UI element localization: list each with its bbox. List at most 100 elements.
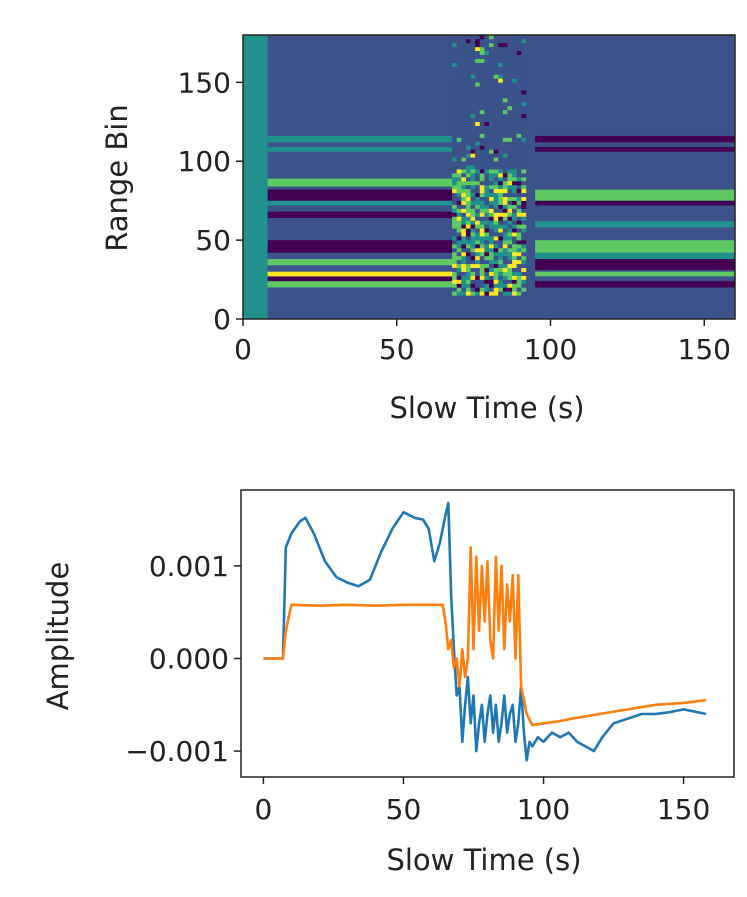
heatmap-noise-cell [507,259,513,265]
heatmap-noise-cell [461,117,467,123]
heatmap-noise-cell [489,109,494,115]
heatmap-noise-cell [475,228,481,233]
heatmap-noise-cell [475,145,481,150]
heatmap-noise-cell [516,248,522,253]
heatmap-noise-cell [507,42,513,48]
heatmap-noise-cell [512,283,517,288]
heatmap-noise-cell [479,94,485,99]
heatmap-noise-cell [521,46,527,52]
heatmap-noise-cell [470,291,476,296]
heatmap-noise-cell [507,102,513,107]
heatmap-noise-cell [465,98,471,103]
heatmap-band-8-segment-0 [267,221,459,228]
heatmap-noise-cell [465,35,471,40]
line-x-tick-label: 100 [517,793,570,826]
heatmap-noise-cell [512,58,517,63]
heatmap-noise-cell [507,192,513,198]
heatmap-noise-cell [502,50,508,56]
heatmap-noise-cell [465,125,471,130]
heatmap-noise-cell [498,165,504,170]
heatmap-noise-cell [489,157,494,162]
heatmap-noise-cell [461,113,467,119]
heatmap-noise-cell [484,287,490,292]
heatmap-noise-cell [493,157,499,162]
heatmap-noise-cell [465,263,471,269]
heatmap-noise-cell [456,102,462,107]
heatmap-noise-cell [493,153,499,158]
heatmap-noise-cell [507,244,513,249]
heatmap-noise-cell [484,74,490,79]
heatmap-noise-cell [465,62,471,67]
heatmap-noise-cell [470,263,476,269]
heatmap-noise-cell [465,232,471,237]
heatmap-noise-cell [456,133,462,138]
heatmap-noise-cell [512,216,517,221]
heatmap-noise-cell [470,46,476,52]
heatmap-noise-cell [493,35,499,40]
heatmap-noise-cell [502,90,508,95]
heatmap-noise-cell [507,66,513,71]
heatmap-noise-cell [521,42,527,48]
heatmap-noise-cell [516,220,522,225]
heatmap-noise-cell [452,145,458,150]
heatmap-noise-cell [465,82,471,87]
heatmap-noise-cell [475,177,481,182]
heatmap-noise-cell [456,42,462,48]
heatmap-noise-cell [484,86,490,91]
heatmap-noise-cell [489,232,494,237]
heatmap-noise-cell [498,94,504,99]
heatmap-noise-cell [484,90,490,95]
heatmap-noise-cell [461,212,467,217]
heatmap-noise-cell [498,133,504,138]
heatmap-noise-cell [489,224,494,229]
heatmap-band-13-segment-0 [267,162,459,168]
heatmap-noise-cell [479,180,485,186]
heatmap-band-8-segment-1 [535,221,735,228]
heatmap-noise-cell [461,121,467,127]
heatmap-noise-cell [493,196,499,201]
heatmap-noise-cell [452,70,458,75]
heatmap-noise-cell [470,54,476,59]
heatmap-noise-cell [461,287,467,292]
heatmap-noise-cell [470,173,476,178]
heatmap-noise-cell [516,82,522,87]
heatmap-noise-cell [452,153,458,158]
heatmap-noise-cell [461,161,467,166]
heatmap-noise-cell [516,251,522,257]
heatmap-noise-cell [507,129,513,134]
heatmap-noise-cell [479,121,485,127]
heatmap-noise-cell [489,275,494,280]
heatmap-noise-cell [452,90,458,95]
heatmap-noise-cell [493,145,499,150]
heatmap-noise-cell [493,102,499,107]
heatmap-noise-cell [521,232,527,237]
heatmap-noise-cell [475,196,481,201]
heatmap-noise-cell [479,240,485,245]
heatmap-noise-cell [507,228,513,233]
heatmap-noise-cell [456,216,462,221]
heatmap-noise-cell [507,165,513,170]
heatmap-noise-cell [465,161,471,166]
heatmap-noise-cell [507,224,513,229]
heatmap-noise-cell [498,188,504,194]
heatmap-noise-cell [461,192,467,198]
heatmap-noise-cell [516,165,522,170]
heatmap-band-2-segment-0 [267,271,459,277]
heatmap-band-9-segment-0 [267,211,459,219]
heatmap-noise-cell [484,279,490,284]
heatmap-noise-cell [512,133,517,138]
heatmap-noise-cell [498,255,504,261]
heatmap-noise-cell [521,121,527,127]
heatmap-noise-cell [521,82,527,87]
heatmap-noise-cell [461,263,467,269]
heatmap-noise-cell [475,153,481,158]
heatmap-noise-cell [452,267,458,272]
heatmap-noise-cell [461,232,467,237]
heatmap-noise-cell [507,106,513,111]
heatmap-noise-cell [493,141,499,146]
heatmap-noise-cell [502,35,508,40]
heatmap-noise-cell [489,102,494,107]
heatmap-noise-cell [498,283,504,288]
heatmap-noise-cell [452,184,458,190]
heatmap-noise-cell [461,133,467,138]
